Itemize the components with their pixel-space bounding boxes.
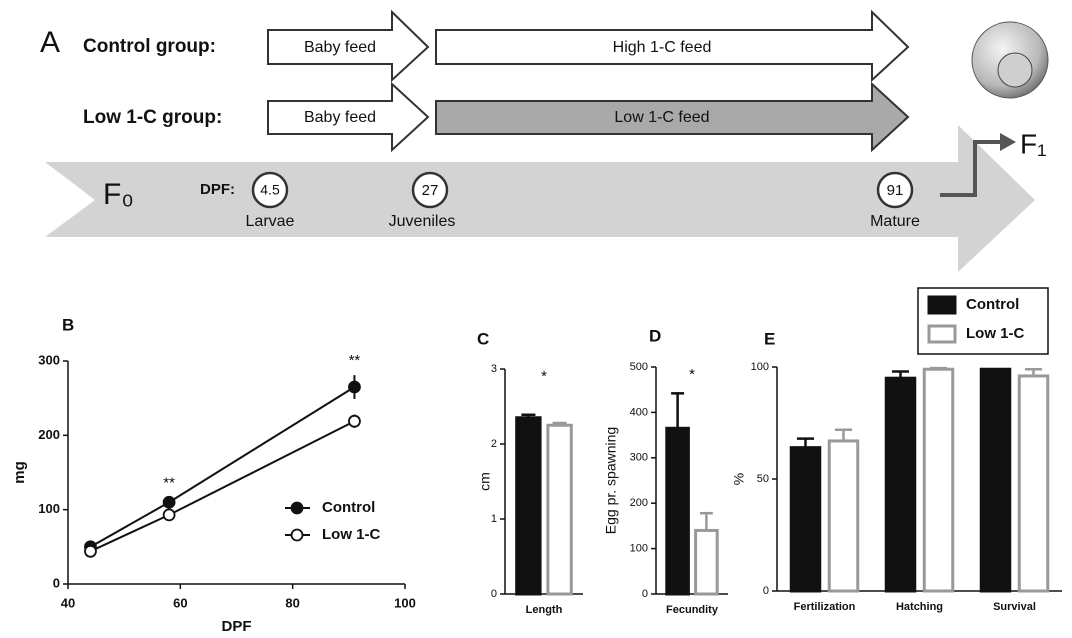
generation-label: F₁ bbox=[1020, 128, 1047, 159]
legend-label: Control bbox=[966, 296, 1019, 313]
f1-arrowhead bbox=[1000, 133, 1016, 151]
stage-label: Mature bbox=[870, 213, 920, 230]
annotation: * bbox=[689, 366, 695, 383]
x-tick-label: Hatching bbox=[896, 601, 943, 613]
marker bbox=[84, 544, 97, 558]
y-tick-label: 300 bbox=[38, 352, 60, 367]
panel-label: D bbox=[649, 326, 661, 345]
x-tick-label: 80 bbox=[285, 595, 299, 610]
panel-label: A bbox=[40, 26, 60, 59]
y-axis-label: % bbox=[731, 473, 747, 485]
legend-label: Control bbox=[322, 499, 375, 516]
x-tick-label: Fecundity bbox=[666, 604, 719, 616]
bar bbox=[694, 528, 719, 596]
f1-arrow bbox=[940, 140, 1005, 197]
dpf-circle bbox=[411, 171, 449, 209]
marker bbox=[162, 495, 176, 509]
y-tick-label: 0 bbox=[53, 575, 60, 590]
dpf-value: 4.5 bbox=[260, 182, 280, 198]
panel-label: C bbox=[477, 329, 489, 348]
y-tick-label: 100 bbox=[38, 501, 60, 516]
legend-label: Low 1-C bbox=[322, 526, 380, 543]
x-tick-label: 40 bbox=[61, 595, 75, 610]
bar bbox=[922, 367, 955, 593]
y-tick-label: 100 bbox=[630, 543, 648, 555]
y-tick-label: 300 bbox=[630, 452, 648, 464]
stage-label: Larvae bbox=[246, 213, 295, 230]
legend-swatch bbox=[927, 324, 957, 344]
dpf-label: DPF: bbox=[200, 181, 235, 198]
y-axis-label: Egg pr. spawning bbox=[603, 427, 619, 534]
x-tick-label: 100 bbox=[394, 595, 416, 610]
y-tick-label: 0 bbox=[491, 588, 497, 600]
marker bbox=[162, 508, 176, 522]
y-tick-label: 100 bbox=[751, 361, 769, 373]
bar bbox=[665, 426, 690, 596]
feed-label: Low 1-C feed bbox=[614, 109, 709, 126]
egg-yolk bbox=[997, 52, 1033, 88]
panel-label: E bbox=[764, 329, 775, 348]
panel-a: A Control group: Low 1-C group: Baby fee… bbox=[40, 9, 1049, 272]
marker bbox=[348, 380, 361, 394]
x-axis-label: DPF bbox=[222, 618, 252, 635]
feed-label: Baby feed bbox=[304, 39, 376, 56]
series-line bbox=[89, 386, 355, 548]
y-tick-label: 50 bbox=[757, 473, 769, 485]
y-tick-label: 1 bbox=[491, 513, 497, 525]
y-tick-label: 500 bbox=[630, 361, 648, 373]
feed-label: High 1-C feed bbox=[613, 39, 712, 56]
group-label: Low 1-C group: bbox=[83, 107, 222, 128]
timeline-arrow bbox=[45, 125, 1035, 272]
y-axis-label: mg bbox=[11, 461, 28, 484]
bar bbox=[1017, 374, 1050, 593]
legend-marker bbox=[290, 501, 304, 515]
feed-label: Baby feed bbox=[304, 109, 376, 126]
bar bbox=[789, 446, 822, 593]
chart-c: C 0 1 2 3 cm Length * bbox=[477, 329, 583, 616]
y-tick-label: 3 bbox=[491, 363, 497, 375]
bar bbox=[827, 439, 860, 593]
feed-arrow bbox=[267, 9, 430, 83]
x-tick-label: Fertilization bbox=[794, 601, 856, 613]
chart-e: E 0 50 100% Fertilization Hatching Survival Con… bbox=[731, 287, 1062, 613]
y-axis-label: cm bbox=[477, 472, 493, 491]
y-tick-label: 200 bbox=[38, 427, 60, 442]
chart-d: D 0 100 200 300 400 500 Egg pr. spawning Fecundi… bbox=[603, 326, 728, 616]
panel-label: B bbox=[62, 315, 74, 334]
chart-b: B 0 100 200 300 mg 40 60 80 100 DPF Control Low 1-C *… bbox=[11, 315, 416, 634]
dpf-value: 27 bbox=[422, 182, 439, 199]
stage-label: Juveniles bbox=[389, 213, 456, 230]
feed-arrow bbox=[435, 81, 910, 153]
bar bbox=[884, 376, 917, 593]
feed-arrow bbox=[435, 9, 910, 83]
y-tick-label: 2 bbox=[491, 438, 497, 450]
annotation: ** bbox=[349, 352, 361, 369]
x-tick-label: Survival bbox=[993, 601, 1036, 613]
series-line bbox=[90, 420, 355, 553]
legend-marker bbox=[290, 528, 304, 542]
dpf-circle bbox=[876, 171, 914, 209]
y-tick-label: 0 bbox=[642, 588, 648, 600]
y-tick-label: 0 bbox=[763, 585, 769, 597]
y-tick-label: 400 bbox=[630, 406, 648, 418]
y-tick-label: 200 bbox=[630, 497, 648, 509]
group-label: Control group: bbox=[83, 36, 216, 57]
bar bbox=[546, 423, 573, 596]
dpf-circle bbox=[251, 171, 289, 209]
x-tick-label: 60 bbox=[173, 595, 187, 610]
x-tick-label: Length bbox=[526, 604, 563, 616]
bar bbox=[515, 416, 542, 596]
feed-arrow bbox=[267, 81, 430, 153]
legend-swatch bbox=[927, 295, 957, 315]
generation-label: F₀ bbox=[103, 178, 134, 211]
bar bbox=[979, 367, 1012, 593]
legend-label: Low 1-C bbox=[966, 325, 1024, 342]
marker bbox=[348, 414, 361, 428]
annotation: ** bbox=[163, 475, 175, 492]
dpf-value: 91 bbox=[887, 182, 904, 199]
annotation: * bbox=[541, 368, 547, 385]
